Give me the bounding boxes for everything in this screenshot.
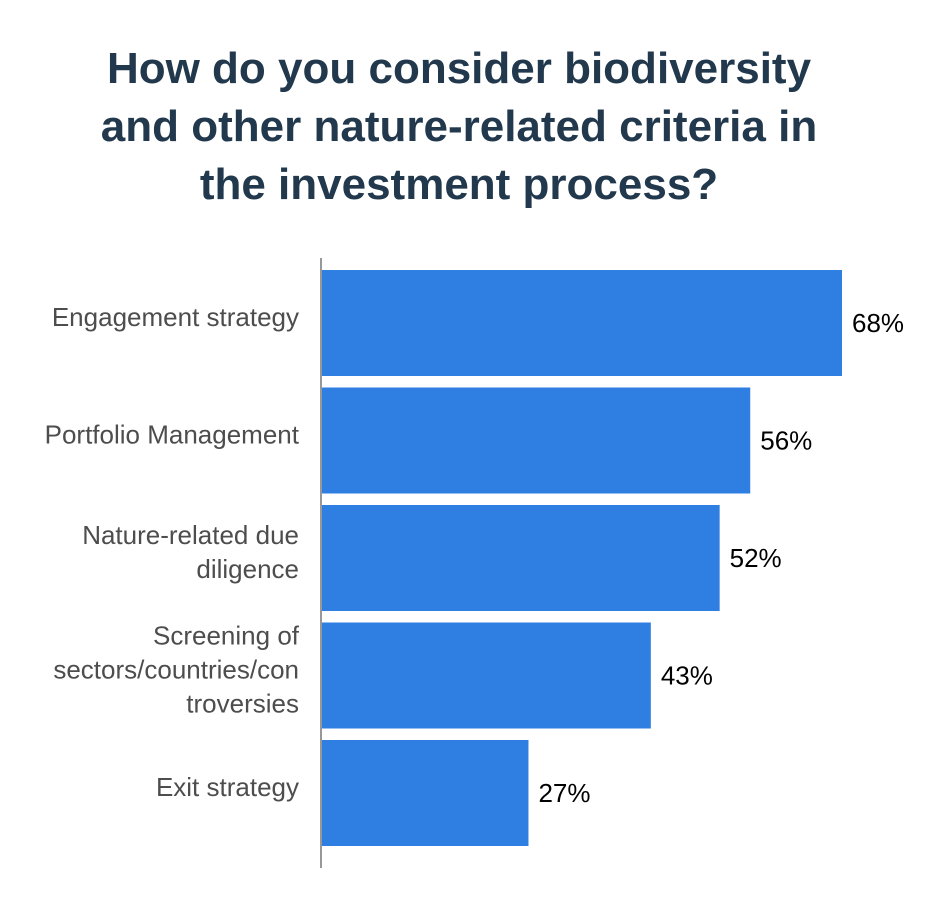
category-label-1: Engagement strategy	[52, 302, 299, 332]
value-label-3: 52%	[730, 543, 782, 573]
chart-title-line-2: and other nature-related criteria in	[100, 102, 818, 151]
chart-title-line-3: the investment process?	[199, 160, 719, 209]
category-label-2-line-1: Portfolio Management	[45, 420, 300, 450]
category-label-4-line-2: sectors/countries/con	[53, 655, 299, 685]
category-label-4-line-3: troversies	[186, 689, 299, 719]
category-label-5-line-1: Exit strategy	[156, 772, 299, 802]
category-label-4-line-1: Screening of	[153, 621, 300, 651]
value-label-4: 43%	[661, 661, 713, 691]
chart-title: How do you consider biodiversity and oth…	[0, 40, 918, 214]
value-label-5: 27%	[538, 778, 590, 808]
labels-layer: 68% Engagement strategy 56% Portfolio Manag…	[45, 302, 904, 808]
bar-4	[322, 622, 651, 729]
bar-3	[322, 505, 720, 611]
category-label-3: Nature-related due diligence	[82, 520, 299, 584]
bars-layer	[322, 270, 842, 846]
category-label-3-line-1: Nature-related due	[82, 520, 299, 550]
category-label-3-line-2: diligence	[196, 554, 299, 584]
category-label-4: Screening of sectors/countries/con trovers…	[53, 621, 299, 719]
chart-title-line-1: How do you consider biodiversity	[106, 44, 812, 93]
value-label-1: 68%	[852, 308, 904, 338]
category-label-5: Exit strategy	[156, 772, 299, 802]
bar-2	[322, 387, 751, 494]
bar-1	[322, 270, 842, 376]
value-label-2: 56%	[760, 426, 812, 456]
bar-5	[322, 740, 529, 846]
category-label-2: Portfolio Management	[45, 420, 300, 450]
category-label-1-line-1: Engagement strategy	[52, 302, 299, 332]
